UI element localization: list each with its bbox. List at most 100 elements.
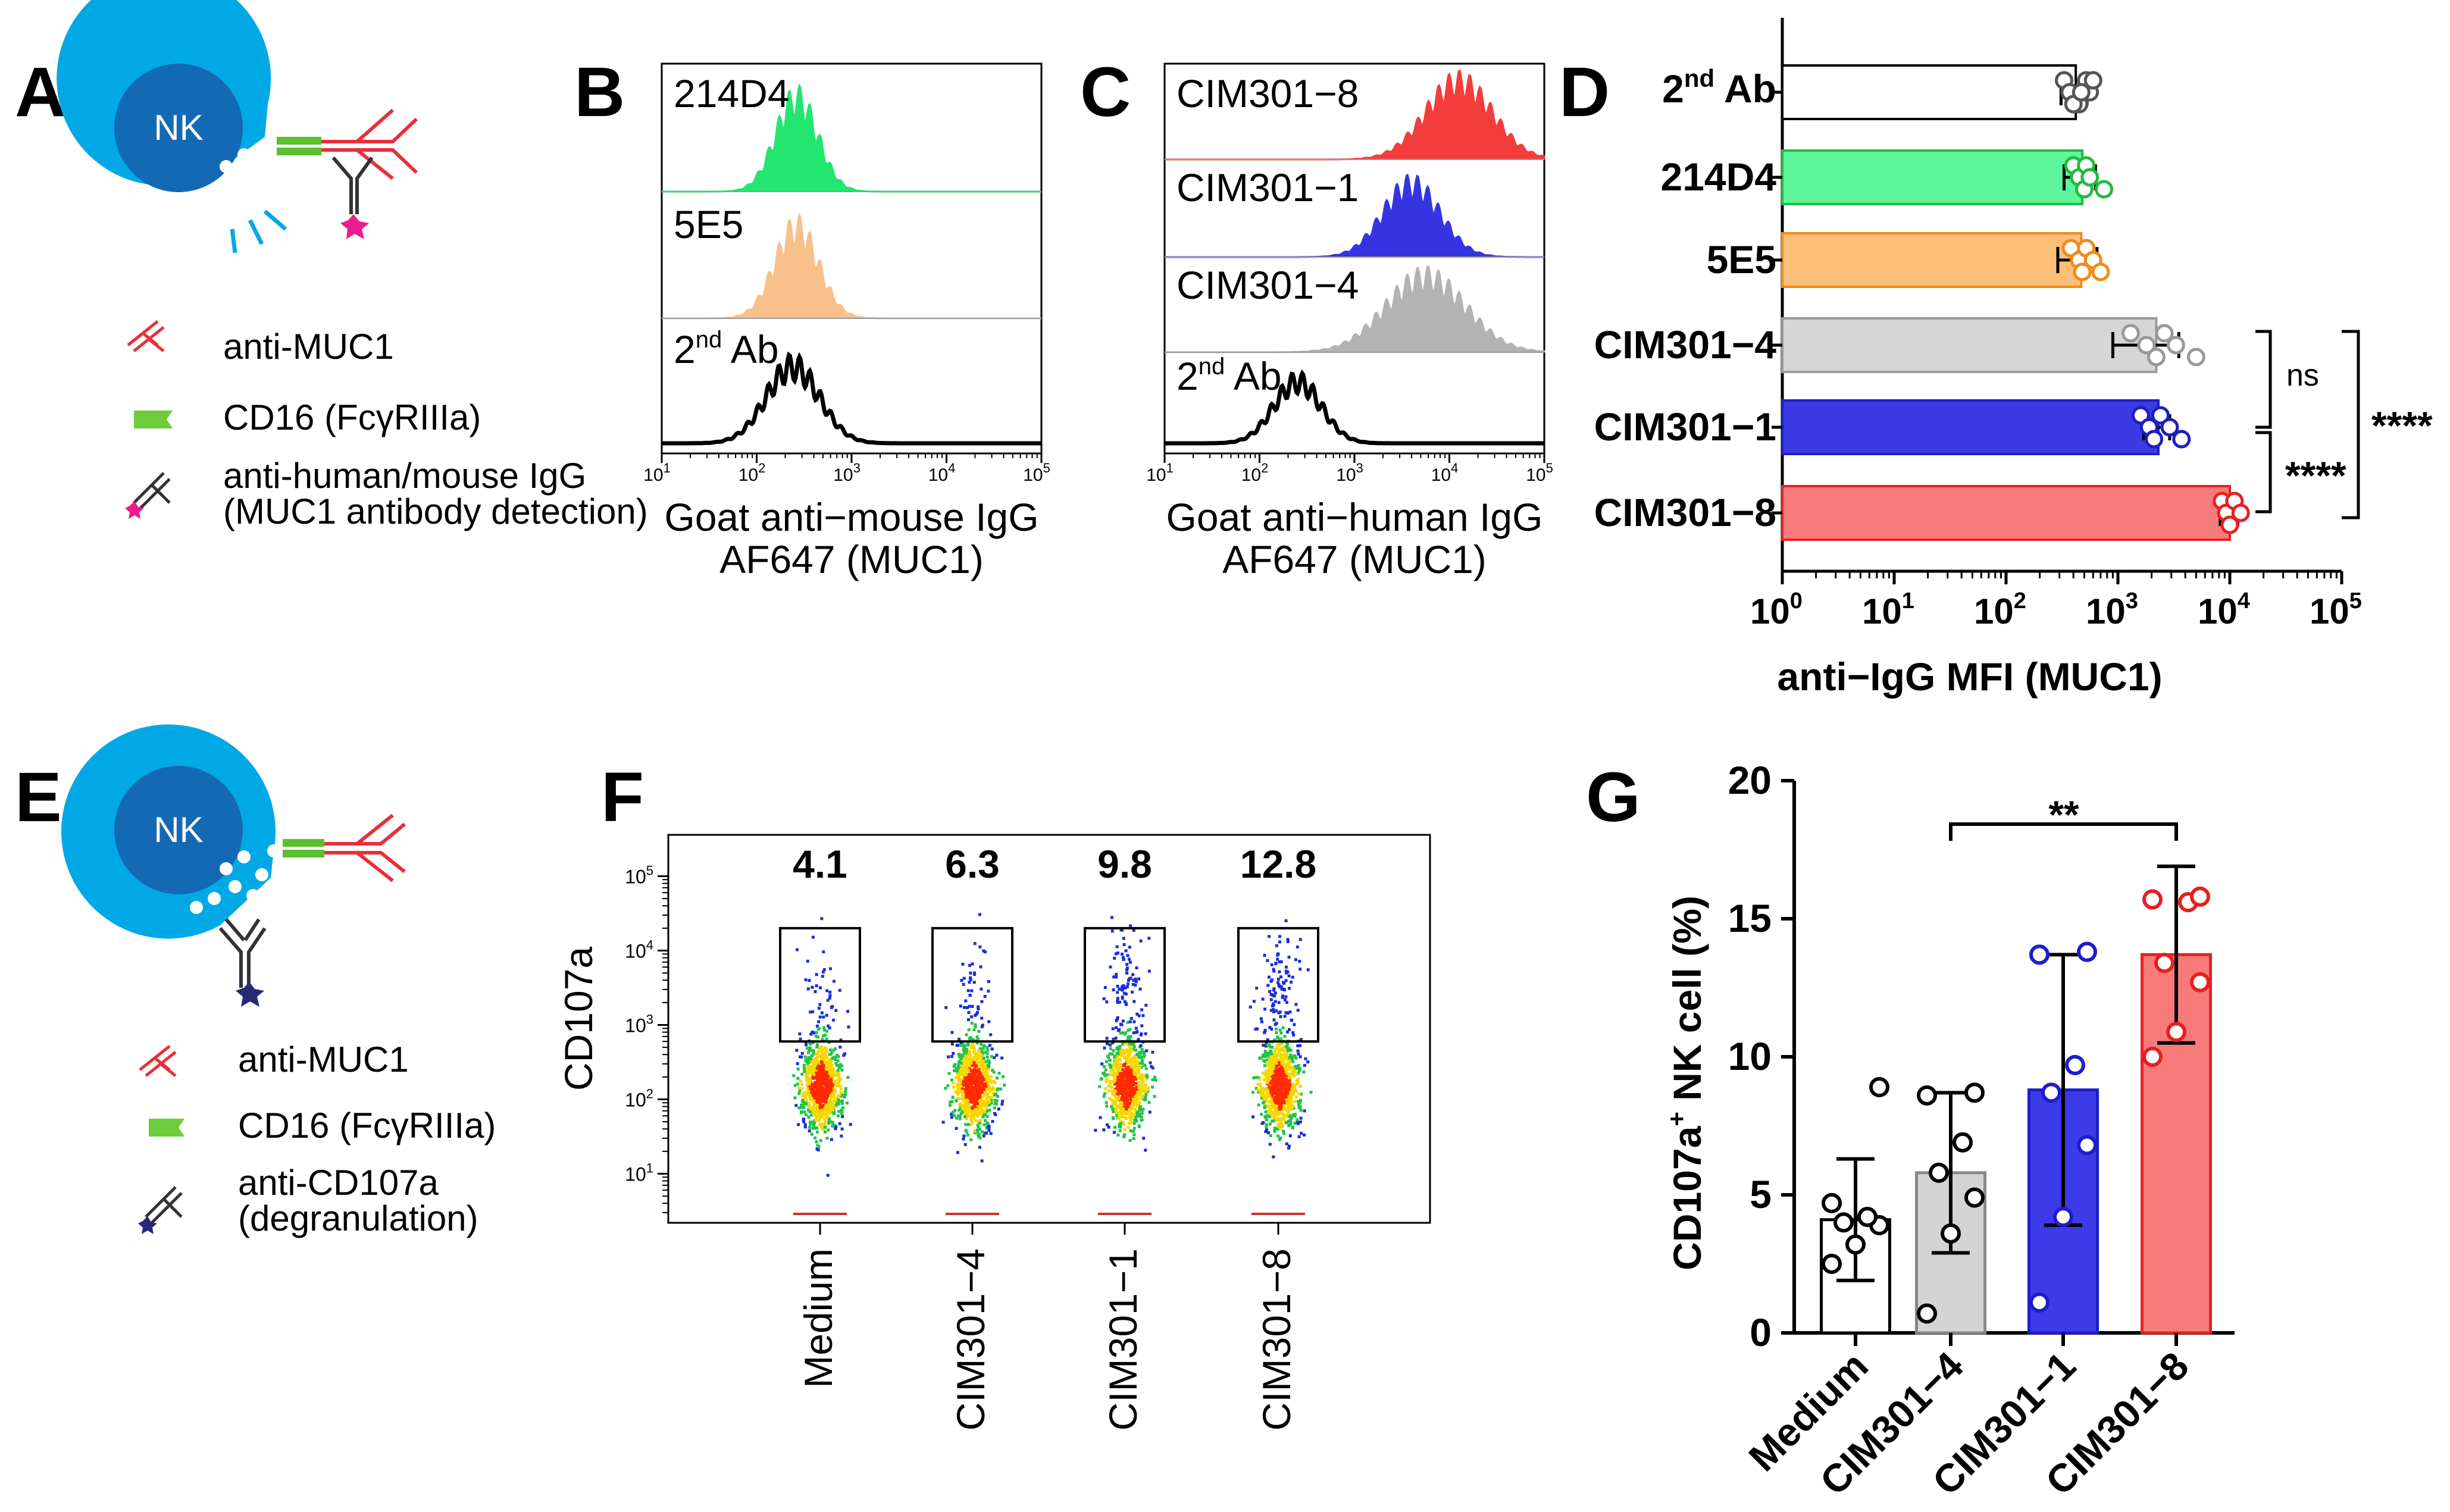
event-dot (950, 1100, 954, 1103)
event-dot (984, 1076, 987, 1079)
event-dot (806, 1065, 810, 1068)
event-dot (1291, 1031, 1295, 1034)
event-dot (975, 1061, 979, 1065)
event-dot (840, 1127, 844, 1131)
event-dot (1124, 949, 1128, 953)
event-dot (824, 1092, 827, 1095)
event-dot (1260, 1122, 1264, 1125)
event-dot (1116, 1094, 1119, 1098)
panel-letter-b: B (574, 53, 625, 132)
event-dot (999, 1087, 1003, 1091)
panel-letter-f: F (601, 758, 644, 837)
event-dot (1138, 1075, 1142, 1079)
event-dot (1268, 1063, 1271, 1067)
event-dot (957, 1078, 960, 1081)
event-dot (822, 1082, 825, 1085)
event-dot (963, 1065, 966, 1068)
event-dot (1127, 979, 1130, 982)
event-dot (990, 1075, 993, 1078)
event-dot (950, 1031, 954, 1034)
event-dot (975, 1129, 979, 1133)
event-dot (1148, 1110, 1152, 1114)
event-dot (1134, 1090, 1138, 1094)
event-dot (1299, 1038, 1303, 1041)
x-tick-label: 104 (1431, 461, 1459, 485)
event-dot (816, 1148, 820, 1152)
event-dot (1281, 1087, 1284, 1090)
event-dot (1140, 1115, 1143, 1119)
event-dot (968, 981, 971, 984)
event-dot (1298, 1120, 1302, 1124)
event-dot (1102, 997, 1106, 1000)
event-dot (1132, 1070, 1136, 1074)
event-dot (830, 1101, 834, 1105)
event-dot (1113, 1063, 1117, 1066)
event-dot (971, 1038, 975, 1041)
event-dot (817, 1026, 821, 1030)
event-dot (1116, 1055, 1119, 1059)
event-dot (1289, 1060, 1293, 1063)
event-dot (1109, 1085, 1113, 1089)
event-dot (1295, 1095, 1298, 1099)
event-dot (982, 1073, 986, 1077)
event-dot (1265, 1051, 1269, 1055)
event-dot (1126, 1071, 1129, 1075)
event-dot (1128, 1076, 1131, 1079)
event-dot (1128, 1048, 1132, 1052)
event-dot (1116, 1045, 1120, 1049)
event-dot (986, 1082, 990, 1085)
event-dot (962, 1134, 966, 1138)
event-dot (965, 1056, 968, 1060)
event-dot (816, 1053, 819, 1056)
event-dot (830, 1063, 833, 1067)
event-dot (803, 1055, 807, 1059)
event-dot (824, 1120, 827, 1124)
event-dot (824, 1056, 828, 1060)
event-dot (809, 1095, 813, 1099)
event-dot (813, 1106, 816, 1109)
event-dot (826, 1082, 830, 1085)
x-tick-label: 101 (643, 461, 671, 485)
event-dot (1287, 974, 1291, 978)
event-dot (961, 962, 965, 966)
event-dot (1115, 1058, 1118, 1062)
event-dot (1121, 1122, 1125, 1126)
event-dot (1145, 1073, 1149, 1077)
histogram-2nd-ab (1165, 369, 1544, 446)
event-dot (1124, 1041, 1128, 1045)
event-dot (974, 1101, 978, 1105)
event-dot (816, 1089, 820, 1092)
event-dot (812, 1072, 816, 1075)
event-dot (997, 1071, 1001, 1075)
event-dot (955, 1082, 959, 1086)
data-point (2083, 71, 2102, 90)
event-dot (981, 1050, 984, 1053)
event-dot (1269, 1049, 1272, 1053)
event-dot (1128, 1122, 1132, 1125)
event-dot (1128, 1116, 1132, 1120)
event-dot (1309, 1091, 1313, 1094)
event-dot (1261, 1053, 1265, 1057)
event-dot (989, 1033, 993, 1037)
x-tick-label: 102 (1974, 588, 2026, 631)
event-dot (1112, 1049, 1115, 1053)
event-dot (1139, 1056, 1143, 1059)
event-dot (982, 1123, 986, 1126)
event-dot (1297, 1100, 1300, 1103)
event-dot (978, 1121, 982, 1125)
event-dot (1128, 1070, 1131, 1073)
event-dot (800, 1103, 803, 1107)
data-point (2077, 941, 2097, 962)
event-dot (1271, 1063, 1275, 1066)
event-dot (834, 1062, 838, 1065)
event-dot (816, 1035, 819, 1039)
event-dot (960, 1087, 964, 1091)
event-dot (1114, 1095, 1118, 1099)
event-dot (798, 1089, 802, 1092)
event-dot (820, 1060, 824, 1064)
event-dot (1269, 1087, 1273, 1091)
event-dot (806, 1059, 810, 1063)
event-dot (826, 1078, 830, 1081)
event-dot (1138, 1066, 1142, 1070)
event-dot (1121, 1031, 1124, 1034)
